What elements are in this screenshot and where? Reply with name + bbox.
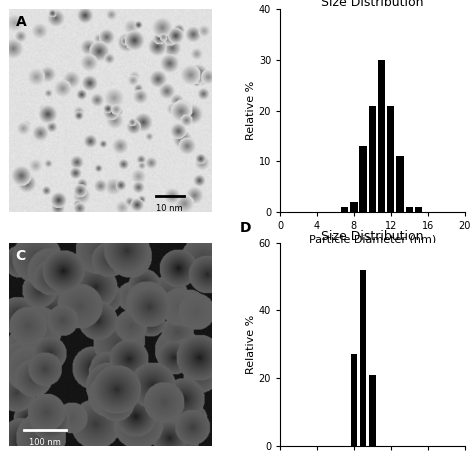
Title: Size Distribution: Size Distribution [321,0,424,9]
Text: 100 nm: 100 nm [29,438,61,447]
X-axis label: Particle Diameter (nm): Particle Diameter (nm) [309,234,436,244]
Bar [369,106,376,212]
Bar [360,270,366,446]
Y-axis label: Relative %: Relative % [246,315,256,374]
Bar [341,207,348,212]
Text: 10 nm: 10 nm [156,204,183,213]
Bar [415,207,422,212]
Bar [406,207,413,212]
Text: C: C [16,249,26,263]
Bar [359,146,367,212]
Bar [396,157,404,212]
Y-axis label: Relative %: Relative % [246,81,256,140]
Text: D: D [239,221,251,235]
Title: Size Distribution: Size Distribution [321,230,424,243]
Bar [387,106,394,212]
Bar [369,375,375,446]
Text: A: A [16,15,27,29]
Bar [378,60,385,212]
Bar [350,202,357,212]
Bar [351,354,357,446]
Text: B: B [239,0,250,1]
